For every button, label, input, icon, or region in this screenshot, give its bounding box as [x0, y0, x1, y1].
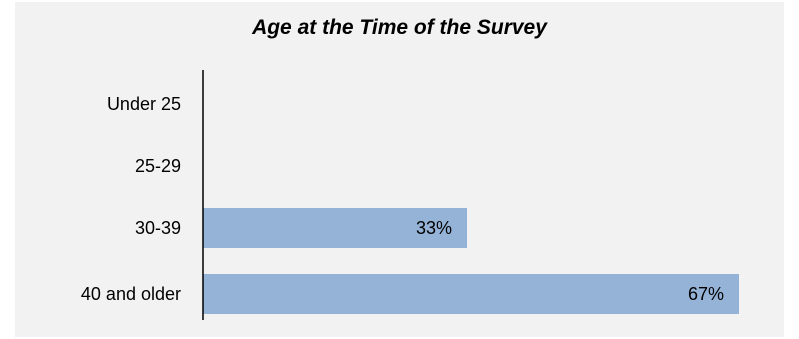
category-label: 40 and older [81, 284, 181, 304]
chart-title: Age at the Time of the Survey [252, 16, 547, 39]
bar-chart: Under 25 25-29 30-39 33% 40 and older 67% [81, 70, 739, 320]
data-label: 33% [416, 218, 452, 238]
bar-3 [203, 274, 739, 314]
category-label: Under 25 [107, 94, 181, 114]
chart-frame: Age at the Time of the Survey Under 25 25… [15, 2, 784, 337]
data-label: 67% [688, 284, 724, 304]
bar-2 [203, 208, 467, 248]
category-label: 30-39 [135, 218, 181, 238]
category-label: 25-29 [135, 156, 181, 176]
